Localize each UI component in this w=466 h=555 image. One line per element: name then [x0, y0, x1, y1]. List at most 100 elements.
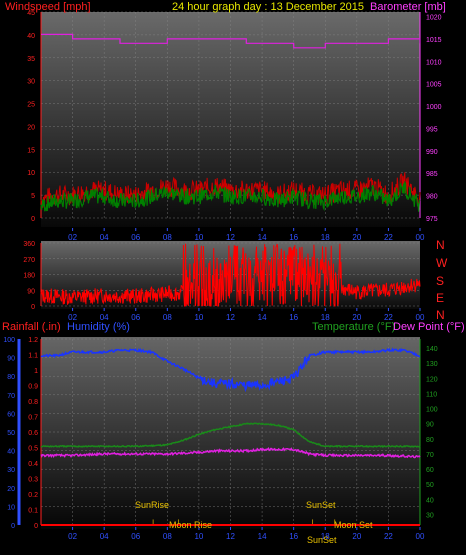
rain-tick: 0.9 [28, 384, 38, 391]
direction-x-tick-label: 08 [163, 313, 172, 322]
humidity-x-tick-label: 02 [68, 532, 77, 541]
windspeed-tick: 0 [31, 216, 35, 223]
humidity-tick: 80 [7, 374, 15, 381]
rain-tick: 0.4 [28, 461, 38, 468]
wind-x-tick-label: 22 [384, 233, 393, 242]
tick-labels: 0510152025303540459759809859909951000100… [3, 10, 441, 541]
temperature-tick: 110 [426, 391, 437, 398]
humidity-x-tick-label: 20 [352, 532, 361, 541]
direction-tick: 90 [27, 288, 35, 295]
direction-tick: 270 [23, 257, 35, 264]
wind-x-tick-label: 16 [289, 233, 298, 242]
wind-x-tick-label: 10 [194, 233, 203, 242]
barometer-tick: 1000 [426, 104, 442, 111]
rain-tick: 0.7 [28, 415, 38, 422]
barometer-line [41, 33, 421, 49]
wind-x-tick-label: 08 [163, 233, 172, 242]
sunrise-label: SunRise [135, 500, 169, 510]
chart-marks [40, 33, 421, 526]
windspeed-title: Windspeed [mph] [5, 1, 91, 13]
barometer-tick: 990 [426, 149, 438, 156]
barometer-tick: 1020 [426, 14, 442, 21]
dewpoint-title: Dew Point (°F) [393, 321, 465, 333]
rain-tick: 0.8 [28, 399, 38, 406]
wind-x-tick-label: 04 [100, 233, 109, 242]
direction-x-tick-label: 02 [68, 313, 77, 322]
humidity-tick: 0 [11, 523, 15, 530]
temperature-tick: 90 [426, 422, 434, 429]
temperature-line [40, 422, 421, 449]
temperature-title: Temperature (°F) [312, 321, 395, 333]
temperature-tick: 140 [426, 346, 438, 353]
windspeed-tick: 10 [27, 170, 35, 177]
compass-s: S [436, 274, 444, 288]
windspeed-tick: 40 [27, 33, 35, 40]
temperature-tick: 60 [426, 467, 434, 474]
barometer-tick: 1005 [426, 82, 442, 89]
rain-tick: 1.1 [28, 353, 38, 360]
direction-tick: 0 [31, 304, 35, 311]
windspeed-tick: 25 [27, 102, 35, 109]
humidity-x-tick-label: 16 [289, 532, 298, 541]
barometer-tick: 985 [426, 171, 438, 178]
direction-tick: 360 [23, 241, 35, 248]
direction-x-tick-label: 10 [194, 313, 203, 322]
windspeed-tick: 20 [27, 124, 35, 131]
barometer-tick: 980 [426, 194, 438, 201]
wind-x-tick-label: 06 [131, 233, 140, 242]
humidity-tick: 50 [7, 430, 15, 437]
humidity-line [40, 347, 421, 393]
rainfall-title: Rainfall (.in) [2, 321, 61, 333]
wind-x-tick-label: 00 [416, 233, 425, 242]
humidity-tick: 20 [7, 486, 15, 493]
humidity-x-tick-label: 22 [384, 532, 393, 541]
barometer-tick: 1010 [426, 59, 442, 66]
humidity-tick: 70 [7, 393, 15, 400]
rain-tick: 0.6 [28, 430, 38, 437]
humidity-tick: 90 [7, 356, 15, 363]
wind-x-tick-label: 18 [321, 233, 330, 242]
temperature-tick: 100 [426, 407, 438, 414]
graph-date-title: 24 hour graph day : 13 December 2015 [172, 1, 364, 13]
compass-n-bottom: N [436, 308, 445, 322]
compass-e: E [436, 291, 444, 305]
humidity-x-tick-label: 10 [194, 532, 203, 541]
direction-x-tick-label: 16 [289, 313, 298, 322]
humidity-x-tick-label: 18 [321, 532, 330, 541]
humidity-x-tick-label: 00 [416, 532, 425, 541]
windspeed-tick: 35 [27, 56, 35, 63]
humidity-tick: 100 [3, 337, 15, 344]
barometer-title: Barometer [mb] [370, 1, 446, 13]
temperature-tick: 80 [426, 437, 434, 444]
humidity-x-tick-label: 08 [163, 532, 172, 541]
wind-x-tick-label: 20 [352, 233, 361, 242]
direction-x-tick-label: 12 [226, 313, 235, 322]
moonrise-label: Moon Rise [169, 520, 212, 530]
humidity-tick: 30 [7, 467, 15, 474]
sunset-bottom-label: SunSet [307, 535, 337, 545]
barometer-tick: 1015 [426, 37, 442, 44]
humidity-x-tick-label: 12 [226, 532, 235, 541]
direction-x-tick-label: 06 [131, 313, 140, 322]
humidity-x-tick-label: 04 [100, 532, 109, 541]
temperature-tick: 50 [426, 482, 434, 489]
windspeed-tick: 30 [27, 79, 35, 86]
humidity-x-tick-label: 14 [258, 532, 267, 541]
rain-tick: 1.2 [28, 337, 38, 344]
wind-x-tick-label: 14 [258, 233, 267, 242]
wind-x-tick-label: 12 [226, 233, 235, 242]
humidity-tick: 40 [7, 449, 15, 456]
humidity-tick: 10 [7, 504, 15, 511]
barometer-tick: 995 [426, 126, 438, 133]
direction-x-tick-label: 14 [258, 313, 267, 322]
temperature-tick: 120 [426, 376, 438, 383]
compass-w: W [436, 256, 448, 270]
direction-tick: 180 [23, 273, 35, 280]
direction-x-tick-label: 04 [100, 313, 109, 322]
rain-tick: 1 [34, 368, 38, 375]
rain-tick: 0.5 [28, 446, 38, 453]
humidity-tick: 60 [7, 411, 15, 418]
barometer-tick: 975 [426, 216, 438, 223]
